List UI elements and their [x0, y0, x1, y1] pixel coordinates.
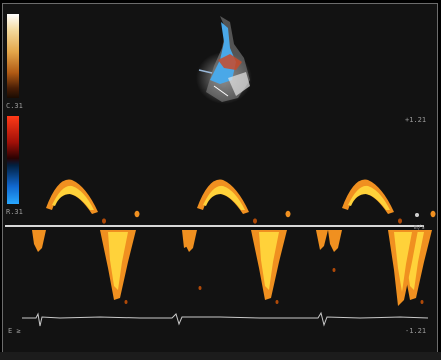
cycle-3-speckle-2	[430, 210, 436, 218]
grayscale-bar-label: C.31	[6, 102, 23, 110]
speckle-extra-1	[332, 268, 336, 272]
cycle-1-upper-arch	[46, 179, 98, 214]
cycle-2-speckle-3	[275, 300, 279, 304]
bottom-strip	[0, 352, 441, 360]
cycle-2-speckle-1	[253, 218, 257, 224]
cycle-3-speckle-3	[420, 300, 424, 304]
color-flow-sector-image	[196, 16, 252, 104]
cycle-1-lower-spike-core	[108, 232, 128, 290]
cycle-2-speckle-2	[285, 210, 291, 218]
cycle-1-lower-blip	[32, 230, 46, 252]
cycle-2-upper-arch-core	[203, 185, 245, 210]
velocity-bar-label: R.31	[6, 208, 23, 216]
cycle-1-upper-arch-core	[52, 185, 94, 210]
cycle-3-upper-arch-core	[348, 185, 390, 210]
lower-velocity-label: -1.21	[405, 327, 427, 335]
cycle-2-lower-spike-core	[259, 232, 279, 290]
speckle-extra-2	[198, 286, 202, 290]
cycle-3-small-blip	[316, 230, 328, 250]
cycle-1-speckle-2	[134, 210, 140, 218]
ecg-label: E ≥	[8, 327, 21, 335]
cycle-3-lower-blip	[328, 230, 342, 252]
velocity-color-bar	[7, 116, 19, 204]
scale-marker	[415, 213, 419, 217]
upper-velocity-label: +1.21	[405, 116, 427, 124]
cycle-4-lower-spike-core	[394, 232, 412, 292]
cycle-3-upper-arch	[342, 179, 394, 214]
ecg-trace	[22, 311, 429, 327]
baseline-label: m/s	[414, 224, 425, 231]
cycle-2-small-blip	[182, 230, 192, 248]
cycle-1-speckle-3	[124, 300, 128, 304]
spectral-doppler-waveform	[32, 179, 436, 306]
cycle-1-speckle-1	[102, 218, 106, 224]
grayscale-bar	[7, 14, 19, 98]
cycle-2-upper-arch	[197, 179, 249, 214]
cycle-3-speckle-1	[398, 218, 402, 224]
